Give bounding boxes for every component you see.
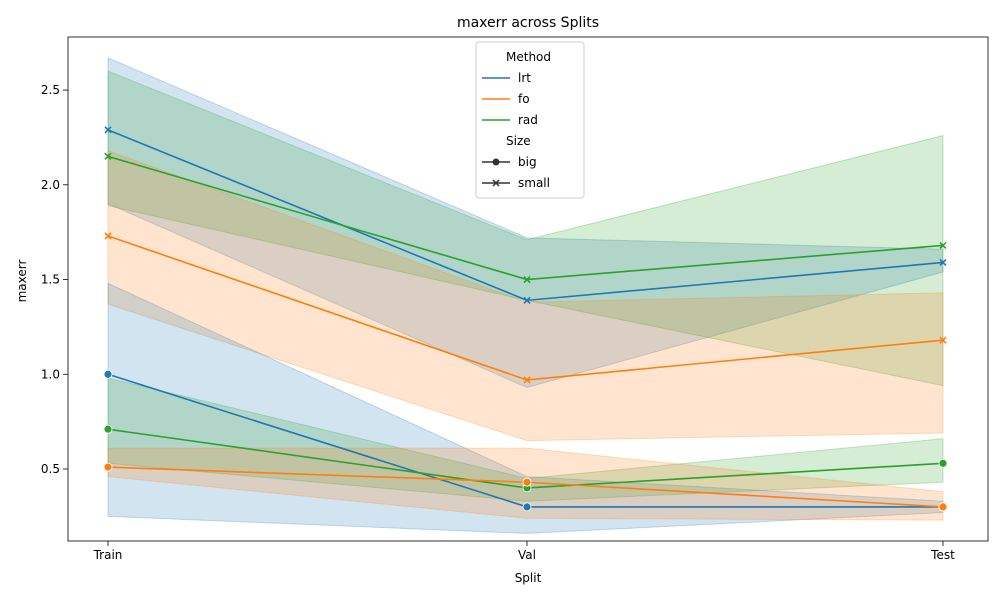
x-tick-label: Test — [930, 548, 955, 562]
legend-title: Size — [506, 134, 531, 148]
ci-band-rad-small — [107, 70, 944, 387]
ci-band-fo-small — [107, 149, 944, 442]
point-rad-small-test — [939, 241, 947, 249]
point-fo-small-train — [104, 232, 112, 240]
ci-band-lrt-small — [107, 57, 944, 389]
legend-entry-rad: rad — [482, 113, 538, 127]
point-fo-small-val — [523, 376, 531, 384]
legend-box — [475, 41, 585, 199]
legend-label: rad — [518, 113, 538, 127]
series-markers — [103, 126, 948, 512]
legend-label: big — [518, 155, 537, 169]
point-fo-big-test — [938, 502, 948, 512]
point-lrt-small-test — [939, 258, 947, 267]
ci-band-lrt-big — [107, 282, 944, 534]
y-tick-label: 0.5 — [41, 462, 60, 476]
legend-label: small — [518, 176, 550, 190]
point-rad-small-val — [523, 275, 531, 284]
legend: Method lrt fo rad Size big small — [475, 41, 585, 199]
confidence-bands — [107, 57, 944, 534]
y-axis-label: maxerr — [15, 260, 29, 303]
x-axis-label: Split — [515, 571, 542, 585]
y-tick-label: 2.0 — [41, 178, 60, 192]
point-lrt-big-val — [522, 502, 532, 512]
point-lrt-big-train — [103, 369, 113, 379]
x-tick-label: Val — [518, 548, 536, 562]
point-lrt-small-val — [523, 296, 531, 304]
point-rad-big-test — [938, 458, 948, 468]
y-tick-label: 1.0 — [41, 367, 60, 381]
legend-entry-fo: fo — [482, 92, 530, 106]
chart-title: maxerr across Splits — [457, 15, 599, 31]
y-tick-label: 2.5 — [41, 83, 60, 97]
point-lrt-small-train — [104, 126, 112, 134]
y-tick-label: 1.5 — [41, 273, 60, 287]
legend-label: lrt — [518, 71, 531, 85]
plot-frame — [67, 36, 989, 542]
point-fo-small-test — [939, 336, 947, 344]
point-rad-big-train — [103, 424, 113, 434]
legend-entry-big: big — [482, 155, 537, 169]
point-fo-big-val — [522, 477, 532, 487]
x-tick-label: Train — [93, 548, 123, 562]
x-axis-ticks: Train Val Test — [93, 541, 955, 562]
point-fo-big-train — [103, 462, 113, 472]
y-axis-ticks: 0.5 1.0 1.5 2.0 2.5 — [41, 83, 68, 476]
legend-label: fo — [518, 92, 530, 106]
legend-entry-small: small — [482, 176, 550, 190]
legend-title: Method — [506, 50, 551, 64]
point-rad-small-train — [104, 152, 112, 160]
legend-entry-lrt: lrt — [482, 71, 531, 85]
